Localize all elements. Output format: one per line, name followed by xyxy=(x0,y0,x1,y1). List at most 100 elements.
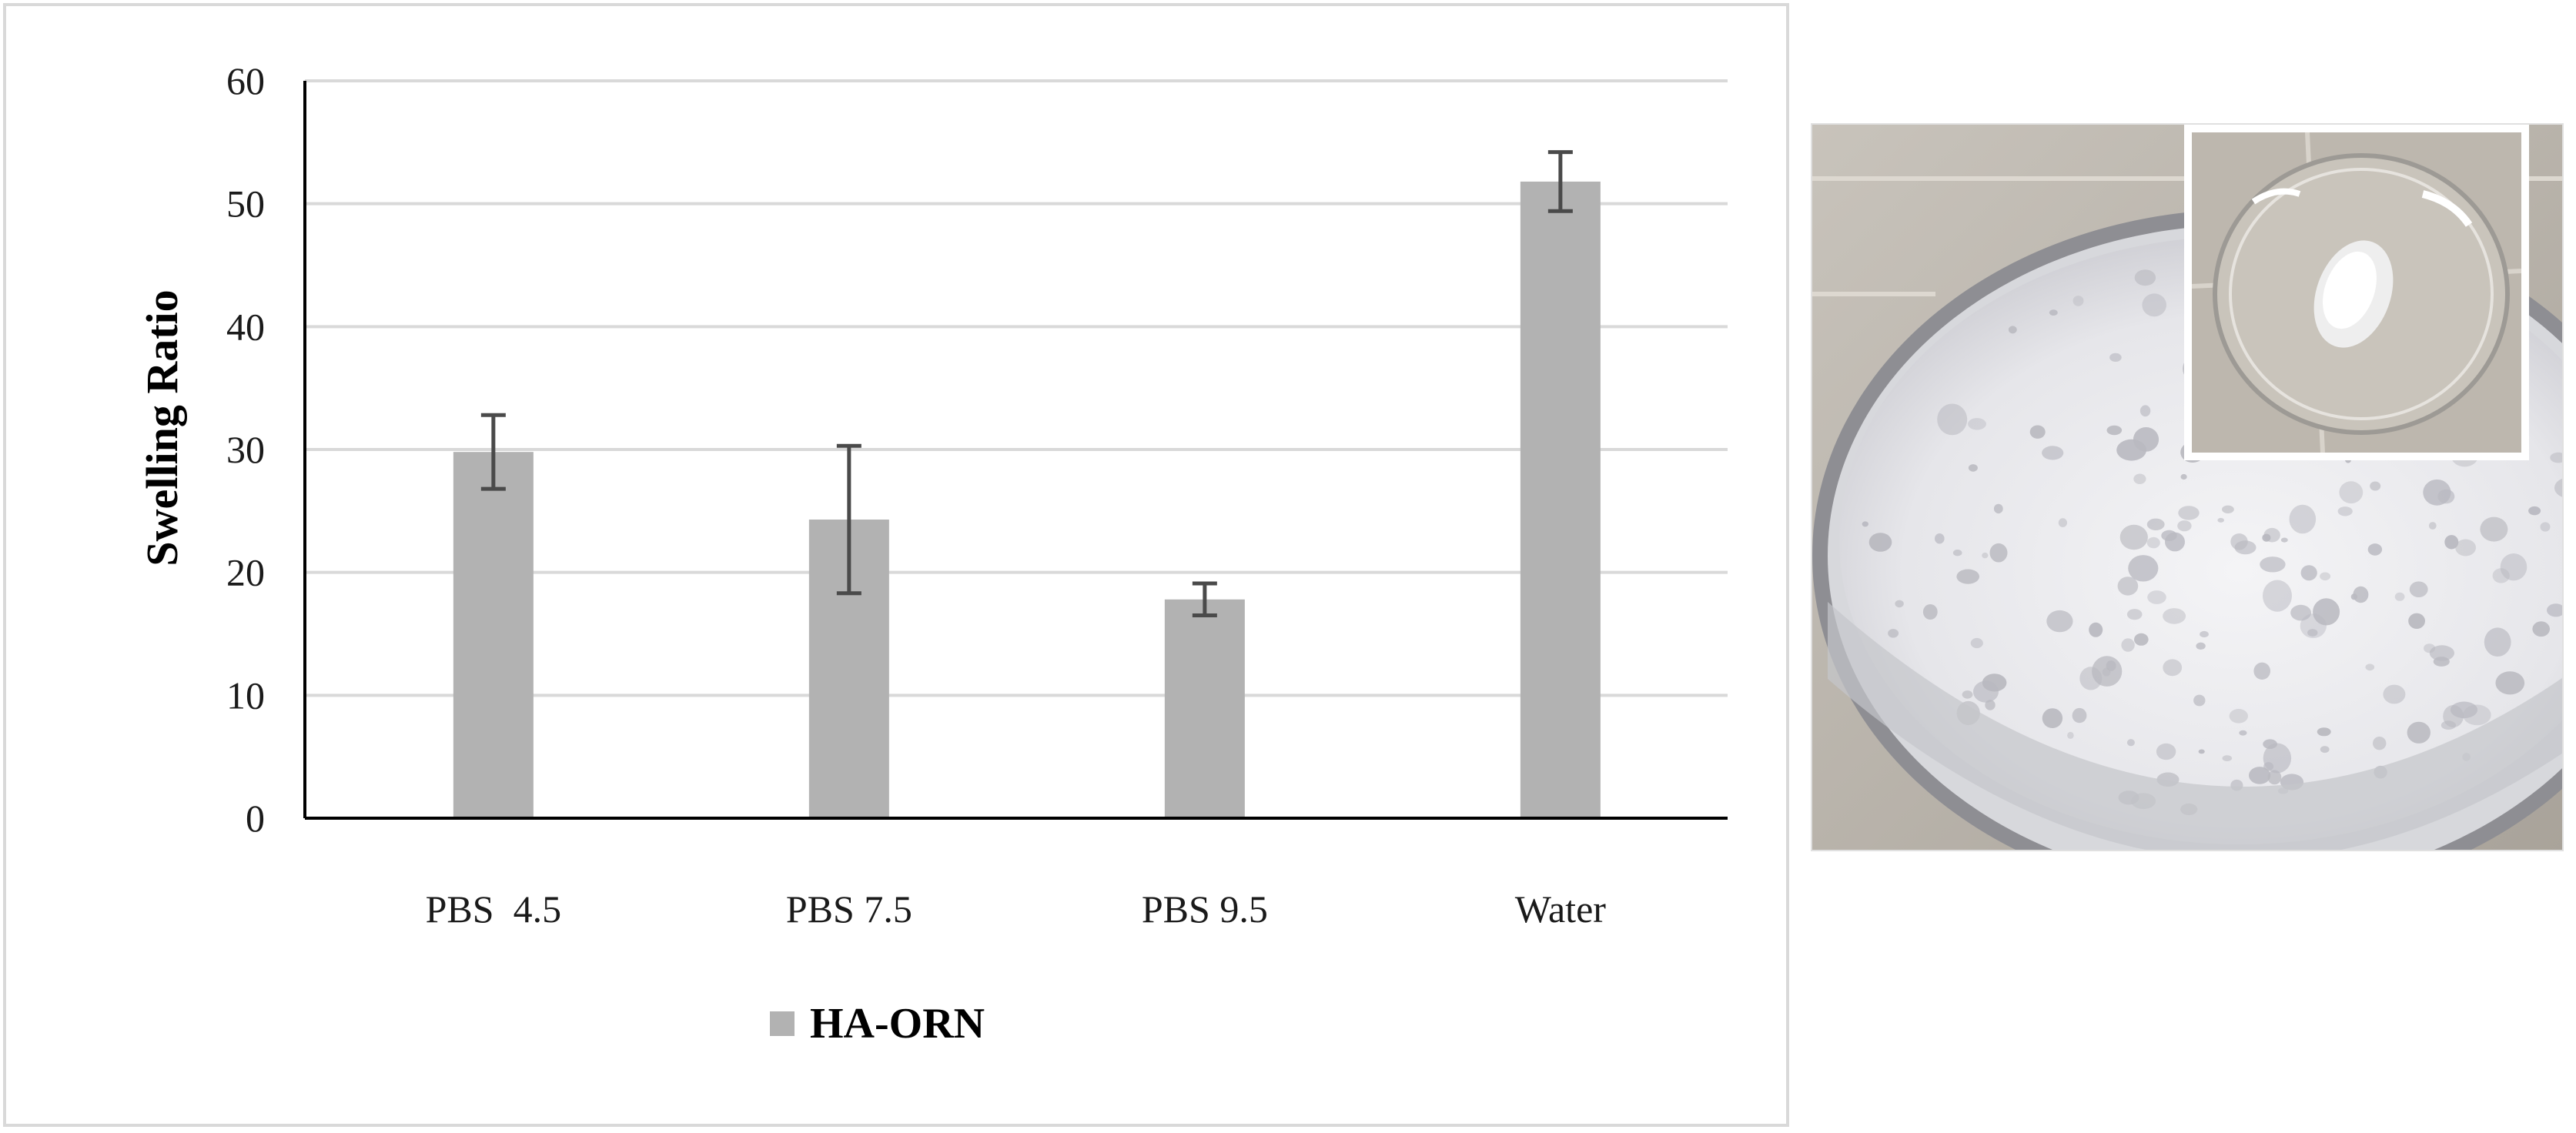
y-tick-label-10: 10 xyxy=(226,673,265,717)
foam-pore xyxy=(2408,613,2425,629)
y-tick-label-20: 20 xyxy=(226,551,265,594)
foam-pore xyxy=(2239,730,2247,736)
foam-pore xyxy=(2267,770,2282,785)
foam-pore xyxy=(2198,749,2205,754)
foam-pore xyxy=(2126,609,2143,620)
foam-pore xyxy=(2550,452,2562,463)
foam-pore xyxy=(2178,506,2200,520)
bar-2 xyxy=(1164,599,1245,818)
foam-pore xyxy=(2222,755,2233,761)
foam-pore xyxy=(2073,296,2084,306)
foam-pore xyxy=(2290,604,2311,621)
foam-pore xyxy=(1888,629,1899,638)
foam-pore xyxy=(2072,707,2087,724)
x-tick-label-0: PBS 4.5 xyxy=(426,887,561,931)
foam-pore xyxy=(2300,613,2327,639)
y-tick-labels: 0 10 20 30 40 50 60 xyxy=(226,59,265,840)
foam-pore xyxy=(2046,610,2073,633)
y-tick-label-50: 50 xyxy=(226,182,265,226)
foam-pore xyxy=(2229,709,2248,724)
foam-pore xyxy=(2260,556,2286,573)
foam-pore xyxy=(2263,527,2280,543)
foam-pore xyxy=(2353,586,2369,603)
foam-pore xyxy=(2042,446,2064,460)
y-tick-label-0: 0 xyxy=(246,797,265,840)
foam-pore xyxy=(2429,645,2454,661)
foam-pore xyxy=(2317,727,2331,737)
foam-pore xyxy=(2370,481,2381,491)
foam-pore xyxy=(1968,418,1986,430)
foam-pore xyxy=(2367,543,2383,556)
foam-pore xyxy=(2146,518,2165,530)
foam-pore xyxy=(2008,326,2017,334)
foam-pore xyxy=(2230,533,2248,550)
foam-pore xyxy=(2383,684,2406,704)
foam-pore xyxy=(1985,700,1996,710)
foam-pore xyxy=(1982,552,1989,559)
foam-pore xyxy=(2528,506,2541,516)
x-tick-labels: PBS 4.5 PBS 7.5 PBS 9.5 Water xyxy=(426,887,1607,931)
foam-pore xyxy=(2089,622,2103,637)
foam-pore xyxy=(2365,663,2375,671)
error-bar-0 xyxy=(480,413,506,491)
foam-pore xyxy=(1989,543,2008,563)
foam-pore xyxy=(2320,572,2331,581)
petri-dish-photo xyxy=(1811,123,2564,851)
legend: HA-ORN xyxy=(770,1000,985,1048)
foam-pore xyxy=(2117,577,2139,596)
foam-pore xyxy=(2444,535,2459,550)
bar-chart: 0 10 20 30 40 50 60 PBS 4.5 PBS 7.5 PBS 9.5 Water… xyxy=(137,59,1728,1048)
foam-pore xyxy=(2196,642,2206,650)
foam-pore xyxy=(1868,533,1892,552)
legend-label-ha-orn: HA-ORN xyxy=(810,1000,985,1048)
y-tick-label-40: 40 xyxy=(226,305,265,348)
foam-pore xyxy=(1922,604,1938,620)
foam-pore xyxy=(1952,550,1962,556)
error-bar-2 xyxy=(1192,581,1217,618)
foam-pore xyxy=(2373,737,2387,750)
foam-pore xyxy=(2423,479,2451,506)
foam-pore xyxy=(2042,708,2063,728)
error-bar-3 xyxy=(1547,150,1573,213)
foam-pore xyxy=(2200,630,2209,638)
foam-pore xyxy=(2163,659,2183,677)
foam-pore xyxy=(2177,520,2192,532)
foam-pore xyxy=(2217,517,2224,523)
foam-pore xyxy=(2121,638,2135,652)
foam-pore xyxy=(2484,627,2511,657)
x-tick-label-2: PBS 9.5 xyxy=(1142,887,1268,931)
foam-pore xyxy=(2156,743,2176,760)
legend-swatch-ha-orn xyxy=(770,1011,795,1036)
y-tick-label-30: 30 xyxy=(226,428,265,471)
foam-pore xyxy=(2532,621,2550,637)
foam-pore xyxy=(2128,555,2159,582)
foam-pore xyxy=(2147,590,2166,604)
foam-pore xyxy=(1895,600,1904,608)
foam-pore xyxy=(1935,533,1945,544)
foam-pore xyxy=(1962,690,1973,699)
foam-pore xyxy=(2029,425,2046,439)
foam-pore xyxy=(2263,743,2292,774)
foam-pore xyxy=(2142,293,2166,317)
foam-pore xyxy=(2119,524,2148,550)
foam-pore xyxy=(2263,580,2292,612)
foam-pore xyxy=(1970,637,1983,649)
foam-pore xyxy=(2165,532,2185,552)
bar-0 xyxy=(453,452,534,818)
foam-pore xyxy=(2441,720,2456,730)
foam-pore xyxy=(2339,481,2364,504)
foam-pore xyxy=(2058,518,2067,527)
foam-pore xyxy=(2180,473,2187,480)
foam-pore xyxy=(2540,522,2551,532)
foam-pore xyxy=(2409,581,2428,597)
foam-pore xyxy=(2480,516,2508,542)
foam-pore xyxy=(2249,767,2271,784)
foam-pore xyxy=(2307,629,2318,637)
foam-pore xyxy=(2222,505,2234,513)
x-tick-label-3: Water xyxy=(1515,887,1606,931)
foam-pore xyxy=(2106,425,2123,436)
foam-pore xyxy=(2134,269,2156,286)
foam-pore xyxy=(2163,608,2186,624)
foam-pore xyxy=(2350,593,2358,600)
bar-3 xyxy=(1520,181,1601,819)
